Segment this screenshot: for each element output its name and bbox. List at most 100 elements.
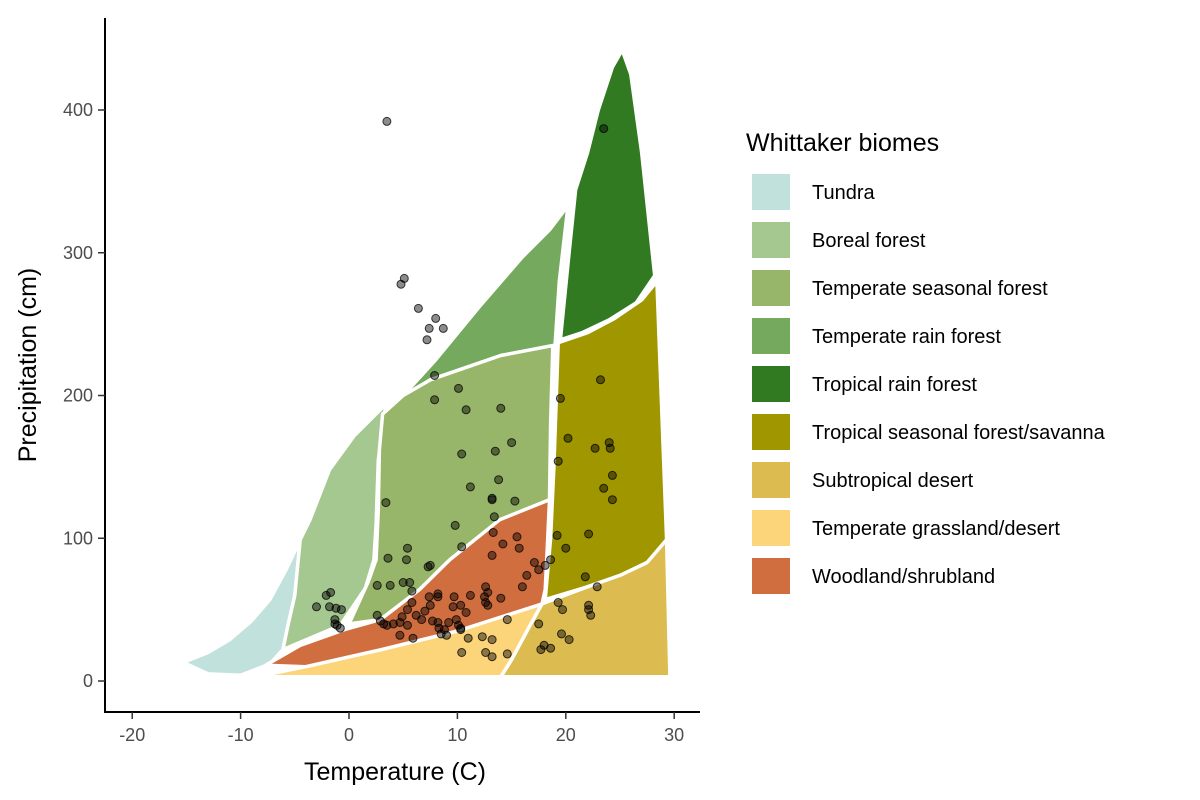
data-point	[413, 303, 423, 313]
data-point	[488, 528, 498, 537]
data-point	[563, 433, 573, 443]
data-point	[555, 393, 565, 403]
biome-polygons	[181, 48, 672, 679]
data-point	[422, 335, 432, 345]
data-point	[536, 645, 546, 655]
data-point	[487, 652, 497, 662]
data-point	[584, 600, 594, 610]
data-point	[382, 620, 392, 630]
data-point	[450, 520, 460, 530]
data-point	[403, 605, 412, 615]
data-point	[425, 600, 435, 610]
data-point	[553, 598, 563, 607]
data-point	[540, 560, 550, 570]
data-point	[489, 512, 499, 522]
data-point	[457, 542, 467, 552]
legend-key-temperate-rain-forest	[750, 316, 792, 356]
data-point	[502, 649, 512, 659]
biome-woodland-shrubland	[263, 497, 552, 669]
data-point	[487, 495, 497, 505]
legend-label: Temperate grassland/desert	[812, 518, 1060, 540]
data-point	[397, 612, 407, 622]
data-point	[407, 586, 417, 596]
data-point	[430, 371, 440, 380]
data-point	[424, 323, 434, 333]
data-point	[558, 605, 567, 615]
y-tick-label: 0	[83, 671, 93, 691]
legend-label: Subtropical desert	[812, 470, 974, 492]
data-point	[388, 619, 398, 629]
data-point	[481, 648, 491, 657]
data-point	[396, 279, 406, 289]
data-point	[325, 602, 334, 612]
data-point	[529, 558, 539, 567]
data-point	[444, 618, 454, 627]
data-point	[312, 602, 321, 612]
scatter-points	[312, 116, 617, 662]
data-point	[403, 543, 412, 553]
y-tick-label: 300	[63, 243, 93, 263]
data-point	[381, 498, 391, 508]
y-tick-label: 100	[63, 528, 93, 548]
data-point	[407, 598, 417, 607]
data-point	[534, 565, 544, 575]
data-point	[522, 570, 532, 580]
y-ticks: 0 100 200 300 400	[63, 100, 105, 691]
x-tick-label: -20	[119, 725, 145, 745]
x-tick-label: 10	[447, 725, 467, 745]
legend-key-woodland-shrubland	[750, 556, 792, 596]
data-point	[607, 470, 617, 480]
y-axis-title: Precipitation (cm)	[14, 268, 42, 463]
data-point	[424, 592, 434, 602]
data-point	[477, 632, 487, 642]
data-point	[465, 590, 475, 600]
data-point	[336, 605, 346, 615]
legend-label: Temperate seasonal forest	[812, 278, 1048, 300]
data-point	[487, 550, 497, 560]
data-point	[514, 543, 524, 553]
legend-key-tropical-rain-forest	[750, 364, 792, 404]
data-point	[433, 589, 443, 599]
legend-label: Tropical rain forest	[812, 374, 977, 396]
data-point	[382, 116, 392, 126]
data-point	[417, 615, 427, 625]
data-point	[331, 603, 341, 613]
legend-key-temperate-seasonal-forest	[750, 268, 792, 308]
legend-key-subtropical-desert	[750, 460, 792, 500]
legend: Whittaker biomes Tundra Boreal forest Temp…	[746, 129, 1106, 596]
data-point	[605, 443, 615, 453]
data-point	[395, 630, 405, 640]
data-point	[457, 449, 467, 459]
data-point	[483, 600, 493, 610]
data-point	[590, 443, 600, 453]
data-point	[498, 539, 508, 549]
legend-key-tundra	[750, 172, 792, 212]
x-tick-label: 20	[556, 725, 576, 745]
data-point	[457, 648, 467, 657]
x-tick-label: 30	[664, 725, 684, 745]
data-point	[592, 582, 602, 592]
data-point	[517, 582, 527, 592]
data-point	[430, 395, 440, 405]
data-point	[487, 635, 497, 645]
data-point	[494, 475, 504, 485]
data-point	[402, 555, 411, 565]
data-point	[433, 592, 443, 602]
data-point	[463, 633, 473, 643]
data-point	[507, 438, 517, 448]
data-point	[461, 608, 471, 617]
x-axis-title: Temperature (C)	[304, 758, 486, 786]
data-point	[420, 606, 430, 616]
data-point	[326, 588, 336, 597]
data-point	[372, 580, 382, 590]
biome-tropical-rain-forest	[558, 48, 657, 342]
data-point	[442, 630, 452, 640]
data-point	[599, 483, 609, 493]
data-point	[580, 572, 590, 582]
data-point	[596, 375, 605, 385]
data-point	[599, 124, 609, 134]
data-point	[408, 633, 418, 643]
data-point	[512, 532, 522, 542]
legend-label: Boreal forest	[812, 230, 926, 252]
